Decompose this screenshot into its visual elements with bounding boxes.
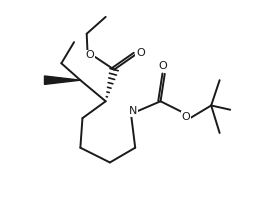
Polygon shape: [45, 76, 80, 84]
Text: O: O: [158, 61, 167, 71]
Text: O: O: [182, 112, 190, 122]
Text: O: O: [85, 50, 94, 60]
Text: N: N: [129, 106, 137, 116]
Text: O: O: [136, 48, 145, 58]
